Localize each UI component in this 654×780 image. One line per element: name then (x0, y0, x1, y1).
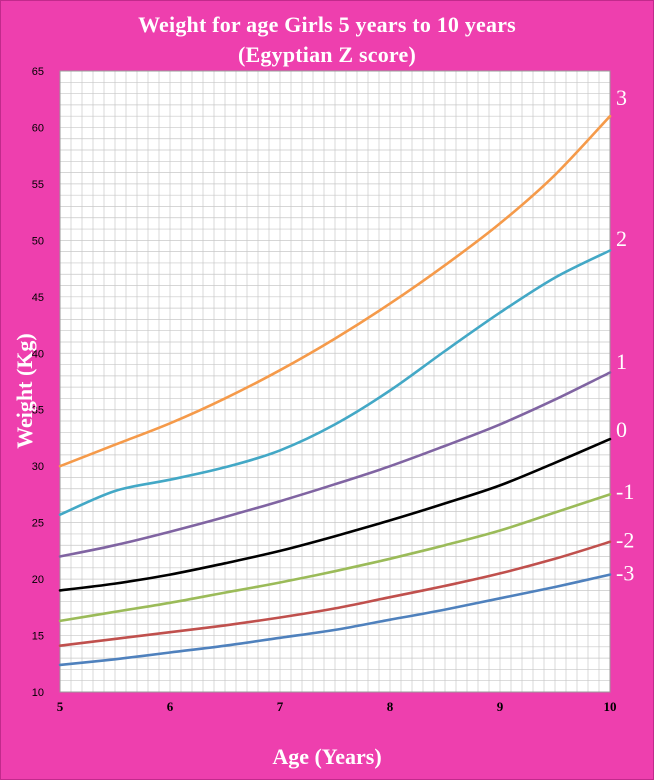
z-score-label: 2 (616, 226, 627, 251)
x-tick-label: 6 (167, 699, 174, 714)
y-axis-ticks: 10 15 20 25 30 35 40 45 50 55 60 65 (32, 66, 44, 699)
series-line-z3 (58, 114, 612, 468)
series-lines (58, 114, 612, 667)
y-tick-label: 30 (32, 461, 44, 473)
chart-title-line-2: (Egyptian Z score) (238, 42, 416, 67)
x-tick-label: 7 (277, 699, 284, 714)
z-score-label: 0 (616, 417, 627, 442)
y-tick-label: 60 (32, 122, 44, 134)
x-axis-label: Age (Years) (272, 744, 382, 769)
z-score-label: 1 (616, 349, 627, 374)
series-line-z-2 (58, 540, 612, 647)
y-axis-label: Weight (Kg) (12, 333, 37, 449)
z-score-label: -1 (616, 479, 634, 504)
z-score-label: -2 (616, 528, 634, 553)
series-line-z-1 (58, 493, 612, 623)
y-tick-label: 10 (32, 687, 44, 699)
y-tick-label: 15 (32, 631, 44, 643)
x-axis-ticks: 5 6 7 8 9 10 (57, 699, 617, 714)
y-tick-label: 55 (32, 179, 44, 191)
z-score-label: -3 (616, 560, 634, 585)
series-line-z0 (58, 437, 612, 592)
x-tick-label: 5 (57, 699, 64, 714)
y-tick-label: 45 (32, 292, 44, 304)
x-tick-label: 8 (387, 699, 394, 714)
x-tick-label: 9 (497, 699, 504, 714)
z-score-labels: 3 2 1 0 -1 -2 -3 (616, 85, 634, 585)
y-tick-label: 20 (32, 574, 44, 586)
y-tick-label: 25 (32, 518, 44, 530)
x-tick-label: 10 (604, 699, 617, 714)
y-tick-label: 35 (32, 405, 44, 417)
series-line-z1 (58, 371, 612, 558)
chart-title-line-1: Weight for age Girls 5 years to 10 years (138, 12, 516, 37)
z-score-label: 3 (616, 85, 627, 110)
y-tick-label: 50 (32, 235, 44, 247)
y-tick-label: 40 (32, 348, 44, 360)
major-gridlines (59, 70, 611, 693)
plot-border (59, 70, 611, 693)
y-tick-label: 65 (32, 66, 44, 78)
series-line-z2 (58, 249, 612, 516)
